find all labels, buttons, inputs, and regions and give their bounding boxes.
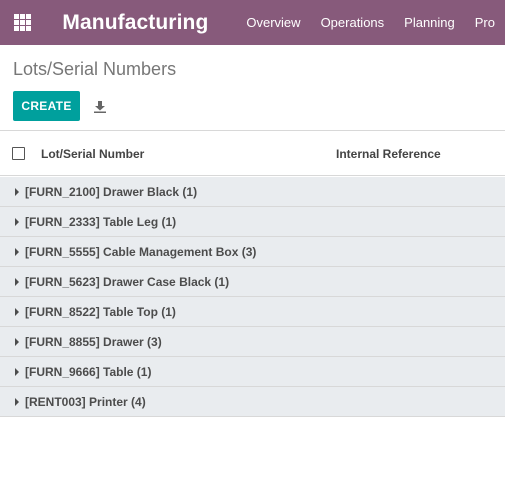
group-label: [FURN_2100] Drawer Black (1) — [25, 184, 198, 199]
caret-right-icon — [15, 337, 19, 346]
group-row[interactable]: [FURN_2333] Table Leg (1) — [0, 207, 505, 237]
group-row[interactable]: [FURN_8522] Table Top (1) — [0, 297, 505, 327]
app-brand[interactable]: Manufacturing — [62, 10, 209, 34]
group-row[interactable]: [FURN_2100] Drawer Black (1) — [0, 177, 505, 207]
caret-right-icon — [15, 367, 19, 376]
group-row[interactable]: [FURN_5555] Cable Management Box (3) — [0, 237, 505, 267]
group-label: [RENT003] Printer (4) — [25, 394, 146, 409]
group-row[interactable]: [RENT003] Printer (4) — [0, 387, 505, 417]
list-header: Lot/Serial Number Internal Reference — [0, 132, 505, 176]
caret-right-icon — [15, 187, 19, 196]
caret-right-icon — [15, 307, 19, 316]
group-row[interactable]: [FURN_8855] Drawer (3) — [0, 327, 505, 357]
caret-right-icon — [15, 217, 19, 226]
main-menu: Overview Operations Planning Pro — [236, 0, 505, 45]
download-icon[interactable] — [90, 97, 110, 117]
group-row[interactable]: [FURN_5623] Drawer Case Black (1) — [0, 267, 505, 297]
caret-right-icon — [15, 247, 19, 256]
select-all-checkbox[interactable] — [12, 147, 25, 160]
top-navbar: Manufacturing Overview Operations Planni… — [0, 0, 505, 45]
menu-item-operations[interactable]: Operations — [320, 15, 385, 30]
create-button[interactable]: CREATE — [13, 91, 80, 121]
group-row[interactable]: [FURN_9666] Table (1) — [0, 357, 505, 387]
menu-item-planning[interactable]: Planning — [404, 15, 455, 30]
group-label: [FURN_5623] Drawer Case Black (1) — [25, 274, 230, 289]
group-label: [FURN_5555] Cable Management Box (3) — [25, 244, 257, 259]
column-header-internal-reference[interactable]: Internal Reference — [336, 147, 441, 161]
breadcrumb: Lots/Serial Numbers — [13, 59, 177, 79]
caret-right-icon — [15, 277, 19, 286]
menu-item-products[interactable]: Pro — [474, 15, 495, 30]
control-panel: Lots/Serial Numbers CREATE — [0, 45, 505, 131]
group-label: [FURN_9666] Table (1) — [25, 364, 152, 379]
group-label: [FURN_2333] Table Leg (1) — [25, 214, 177, 229]
grid-apps-icon[interactable] — [0, 0, 44, 45]
group-label: [FURN_8522] Table Top (1) — [25, 304, 176, 319]
group-label: [FURN_8855] Drawer (3) — [25, 334, 162, 349]
column-header-lot-serial-number[interactable]: Lot/Serial Number — [41, 147, 145, 161]
caret-right-icon — [15, 397, 19, 406]
menu-item-overview[interactable]: Overview — [246, 15, 301, 30]
group-list: [FURN_2100] Drawer Black (1) [FURN_2333]… — [0, 177, 505, 417]
